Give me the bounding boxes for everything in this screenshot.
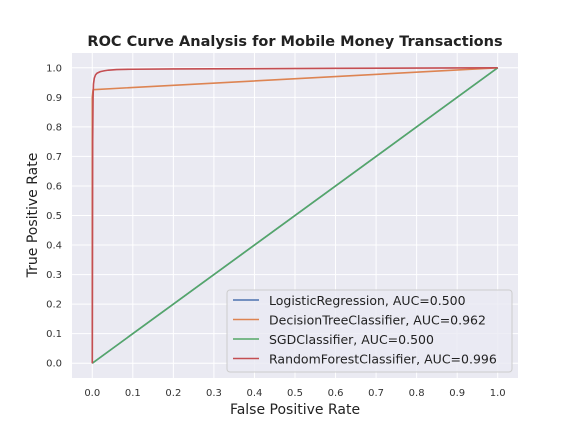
legend-entry-sgd-classifier: SGDClassifier, AUC=0.500 <box>233 332 434 347</box>
x-tick-label: 0.5 <box>287 388 303 399</box>
y-tick-label: 0.6 <box>46 181 62 192</box>
sgd-classifier-line <box>91 67 499 364</box>
y-tick-label: 0.3 <box>46 270 62 281</box>
y-tick-label: 0.5 <box>46 211 62 222</box>
legend-label: RandomForestClassifier, AUC=0.996 <box>269 352 497 367</box>
x-tick-label: 0.2 <box>165 388 181 399</box>
y-axis-title: True Positive Rate <box>25 153 41 279</box>
legend-box <box>226 289 513 373</box>
legend-entry-random-forest: RandomForestClassifier, AUC=0.996 <box>233 352 497 367</box>
x-axis-title: False Positive Rate <box>230 402 360 418</box>
chart-title: ROC Curve Analysis for Mobile Money Tran… <box>87 34 502 50</box>
x-tick-label: 0.4 <box>247 388 263 399</box>
legend-label: DecisionTreeClassifier, AUC=0.962 <box>269 313 486 328</box>
y-axis-ticks: 0.0 0.1 0.2 0.3 0.4 0.5 0.6 0.7 0.8 0.9 1.0 <box>46 63 62 369</box>
legend: LogisticRegression, AUC=0.500 DecisionTr… <box>226 289 513 373</box>
x-tick-label: 0.9 <box>449 388 465 399</box>
x-tick-label: 0.1 <box>125 388 141 399</box>
y-tick-label: 0.1 <box>46 329 62 340</box>
y-tick-label: 0.9 <box>46 93 62 104</box>
x-tick-label: 0.0 <box>84 388 100 399</box>
x-tick-label: 1.0 <box>490 388 506 399</box>
legend-entry-logistic-regression: LogisticRegression, AUC=0.500 <box>233 293 466 308</box>
legend-entry-decision-tree: DecisionTreeClassifier, AUC=0.962 <box>233 313 486 328</box>
x-axis-ticks: 0.0 0.1 0.2 0.3 0.4 0.5 0.6 0.7 0.8 0.9 1.0 <box>84 388 505 399</box>
y-tick-label: 0.2 <box>46 300 62 311</box>
y-tick-label: 0.8 <box>46 122 62 133</box>
legend-label: SGDClassifier, AUC=0.500 <box>269 332 434 347</box>
x-tick-label: 0.8 <box>409 388 425 399</box>
series-lines <box>91 66 499 364</box>
x-tick-label: 0.6 <box>328 388 344 399</box>
y-tick-label: 0.7 <box>46 152 62 163</box>
x-tick-label: 0.7 <box>368 388 384 399</box>
y-tick-label: 1.0 <box>46 63 62 74</box>
x-tick-label: 0.3 <box>206 388 222 399</box>
y-tick-label: 0.4 <box>46 241 62 252</box>
y-tick-label: 0.0 <box>46 359 62 370</box>
legend-label: LogisticRegression, AUC=0.500 <box>269 293 466 308</box>
random-forest-line <box>91 66 498 364</box>
